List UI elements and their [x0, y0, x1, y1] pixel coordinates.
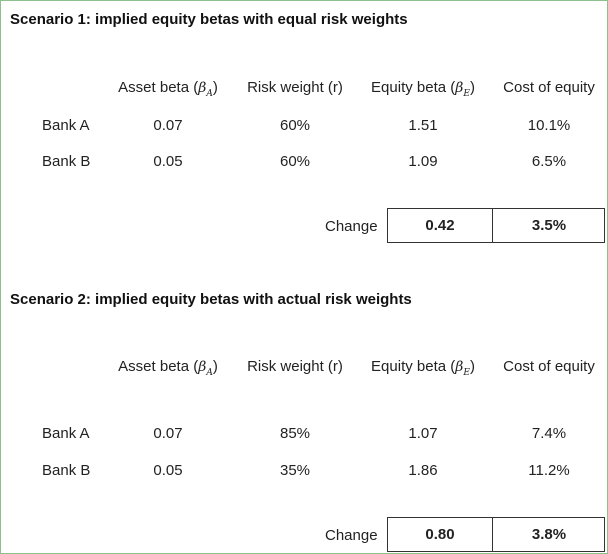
scenario2-header-risk-weight: Risk weight (r): [247, 358, 343, 375]
scenario1-change-equity-beta: 0.42: [425, 217, 455, 234]
scenario1-title: Scenario 1: implied equity betas with eq…: [10, 11, 408, 28]
scenario2-bank-a-asset-beta: 0.07: [153, 425, 183, 442]
scenario1-bank-b-asset-beta: 0.05: [153, 153, 183, 170]
scenario1-header-asset-beta: Asset beta (βA): [118, 79, 218, 99]
scenario2-title: Scenario 2: implied equity betas with ac…: [10, 291, 412, 308]
scenario1-change-divider: [492, 209, 493, 242]
scenario2-bank-a-cost-of-equity: 7.4%: [531, 425, 567, 442]
scenario1-row-bank-b-label: Bank B: [42, 153, 91, 170]
scenario2-change-cost-of-equity: 3.8%: [531, 526, 567, 543]
scenario1-row-bank-a-label: Bank A: [42, 117, 90, 134]
scenario1-bank-b-risk-weight: 60%: [279, 153, 311, 170]
scenario2-change-divider: [492, 518, 493, 551]
scenario2-bank-a-risk-weight: 85%: [279, 425, 311, 442]
scenario2-change-label: Change: [325, 527, 378, 544]
scenario2-header-cost-of-equity: Cost of equity: [503, 358, 595, 375]
scenario1-header-equity-beta: Equity beta (βE): [371, 79, 475, 99]
scenario2-bank-b-asset-beta: 0.05: [153, 462, 183, 479]
scenario2-bank-b-cost-of-equity: 11.2%: [528, 462, 570, 479]
scenario1-header-cost-of-equity: Cost of equity: [503, 79, 595, 96]
scenario1-header-risk-weight: Risk weight (r): [247, 79, 343, 96]
scenario1-change-cost-of-equity: 3.5%: [531, 217, 567, 234]
scenario2-bank-a-equity-beta: 1.07: [408, 425, 438, 442]
scenario1-bank-a-equity-beta: 1.51: [408, 117, 438, 134]
scenario1-bank-b-equity-beta: 1.09: [408, 153, 438, 170]
scenario2-header-asset-beta: Asset beta (βA): [118, 358, 218, 378]
scenario1-bank-a-cost-of-equity: 10.1%: [527, 117, 571, 134]
scenario2-change-equity-beta: 0.80: [425, 526, 455, 543]
scenario2-bank-b-equity-beta: 1.86: [408, 462, 438, 479]
scenario1-bank-a-asset-beta: 0.07: [153, 117, 183, 134]
scenario2-change-box: 0.80 3.8%: [387, 517, 605, 552]
scenario1-bank-a-risk-weight: 60%: [279, 117, 311, 134]
scenario1-bank-b-cost-of-equity: 6.5%: [531, 153, 567, 170]
scenario1-change-label: Change: [325, 218, 378, 235]
scenario2-row-bank-a-label: Bank A: [42, 425, 90, 442]
scenario2-bank-b-risk-weight: 35%: [279, 462, 311, 479]
scenario1-change-box: 0.42 3.5%: [387, 208, 605, 243]
scenario2-header-equity-beta: Equity beta (βE): [371, 358, 475, 378]
scenario2-row-bank-b-label: Bank B: [42, 462, 91, 479]
